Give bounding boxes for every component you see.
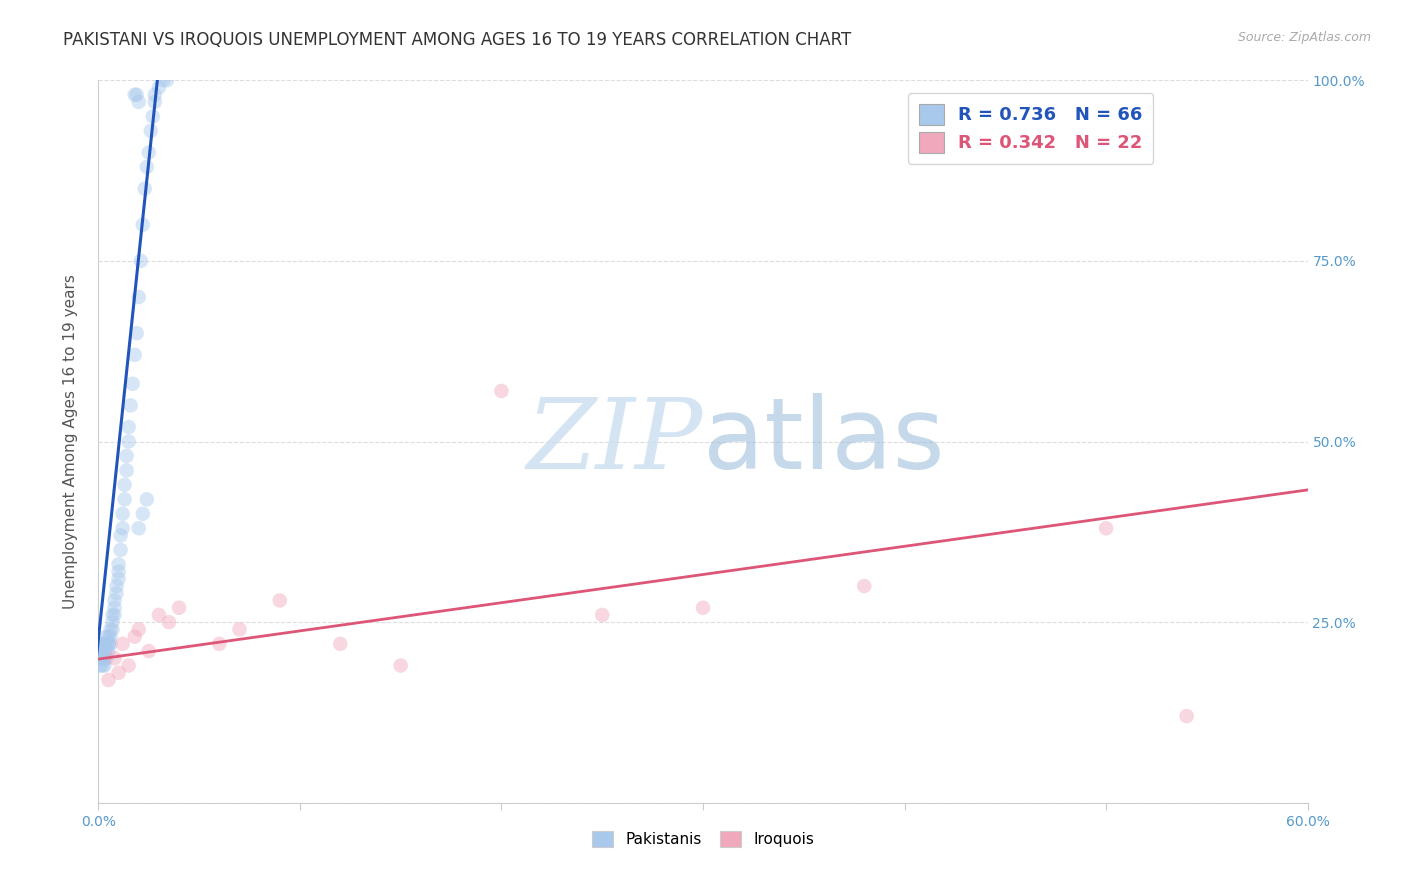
- Point: [101, 607, 124, 622]
- Point: [143, 87, 166, 102]
- Point: [129, 253, 152, 268]
- Point: [111, 507, 134, 521]
- Point: [97, 644, 120, 658]
- Point: [134, 182, 156, 196]
- Point: [96, 644, 118, 658]
- Point: [135, 160, 157, 174]
- Point: [97, 637, 120, 651]
- Point: [152, 73, 174, 87]
- Point: [103, 593, 125, 607]
- Point: [111, 637, 134, 651]
- Point: [853, 579, 876, 593]
- Point: [491, 384, 513, 398]
- Point: [100, 630, 122, 644]
- Point: [103, 600, 125, 615]
- Point: [96, 630, 118, 644]
- Point: [124, 348, 146, 362]
- Point: [107, 565, 129, 579]
- Point: [148, 80, 170, 95]
- Point: [91, 644, 114, 658]
- Point: [125, 87, 148, 102]
- Point: [167, 600, 190, 615]
- Point: [105, 586, 128, 600]
- Point: [93, 651, 115, 665]
- Point: [89, 644, 111, 658]
- Point: [93, 637, 115, 651]
- Point: [128, 521, 150, 535]
- Point: [91, 651, 114, 665]
- Point: [103, 607, 125, 622]
- Text: ZIP: ZIP: [527, 394, 703, 489]
- Point: [89, 658, 111, 673]
- Point: [143, 95, 166, 109]
- Point: [97, 637, 120, 651]
- Point: [110, 528, 132, 542]
- Point: [139, 124, 162, 138]
- Point: [91, 658, 114, 673]
- Point: [114, 492, 136, 507]
- Text: Source: ZipAtlas.com: Source: ZipAtlas.com: [1237, 31, 1371, 45]
- Point: [110, 542, 132, 557]
- Point: [96, 637, 118, 651]
- Point: [93, 651, 115, 665]
- Point: [118, 658, 141, 673]
- Point: [111, 521, 134, 535]
- Y-axis label: Unemployment Among Ages 16 to 19 years: Unemployment Among Ages 16 to 19 years: [63, 274, 77, 609]
- Point: [128, 95, 150, 109]
- Point: [692, 600, 714, 615]
- Point: [100, 637, 122, 651]
- Point: [142, 110, 165, 124]
- Point: [208, 637, 231, 651]
- Point: [121, 376, 143, 391]
- Point: [97, 673, 120, 687]
- Point: [148, 607, 170, 622]
- Point: [228, 623, 250, 637]
- Point: [91, 637, 114, 651]
- Point: [124, 87, 146, 102]
- Point: [120, 398, 142, 412]
- Point: [115, 449, 138, 463]
- Point: [115, 463, 138, 477]
- Point: [132, 507, 155, 521]
- Point: [107, 665, 129, 680]
- Point: [124, 630, 146, 644]
- Point: [100, 623, 122, 637]
- Point: [101, 623, 124, 637]
- Point: [157, 615, 180, 630]
- Point: [389, 658, 412, 673]
- Point: [269, 593, 291, 607]
- Point: [107, 558, 129, 572]
- Point: [1175, 709, 1198, 723]
- Text: atlas: atlas: [703, 393, 945, 490]
- Point: [105, 579, 128, 593]
- Point: [91, 651, 114, 665]
- Legend: Pakistanis, Iroquois: Pakistanis, Iroquois: [585, 825, 821, 853]
- Point: [107, 572, 129, 586]
- Point: [101, 615, 124, 630]
- Point: [132, 218, 155, 232]
- Point: [329, 637, 352, 651]
- Point: [114, 478, 136, 492]
- Point: [138, 145, 160, 160]
- Point: [93, 658, 115, 673]
- Point: [1095, 521, 1118, 535]
- Point: [118, 434, 141, 449]
- Point: [89, 637, 111, 651]
- Point: [96, 651, 118, 665]
- Point: [135, 492, 157, 507]
- Point: [97, 630, 120, 644]
- Point: [156, 73, 179, 87]
- Point: [103, 651, 125, 665]
- Point: [138, 644, 160, 658]
- Point: [128, 623, 150, 637]
- Point: [125, 326, 148, 340]
- Point: [591, 607, 613, 622]
- Point: [93, 644, 115, 658]
- Point: [93, 644, 115, 658]
- Point: [89, 651, 111, 665]
- Point: [128, 290, 150, 304]
- Point: [118, 420, 141, 434]
- Text: PAKISTANI VS IROQUOIS UNEMPLOYMENT AMONG AGES 16 TO 19 YEARS CORRELATION CHART: PAKISTANI VS IROQUOIS UNEMPLOYMENT AMONG…: [63, 31, 852, 49]
